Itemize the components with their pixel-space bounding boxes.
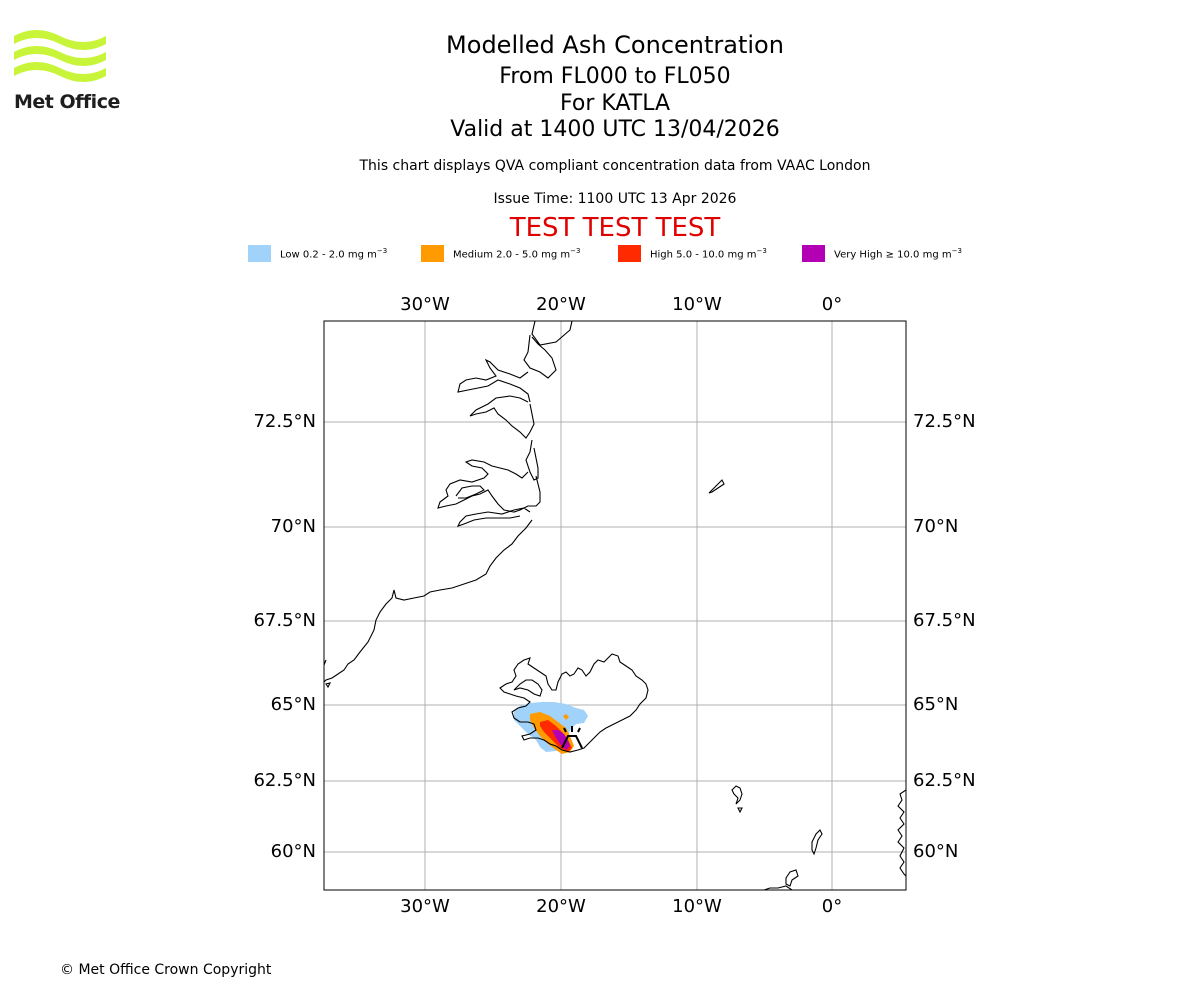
iceland-coastline xyxy=(499,653,649,753)
qva-note: This chart displays QVA compliant concen… xyxy=(359,158,871,174)
volcano-name: For KATLA xyxy=(560,91,670,116)
lat-label-left-62-5n: 62.5°N xyxy=(253,770,316,791)
legend-label-medium: Medium 2.0 - 5.0 mg m−3 xyxy=(453,247,581,261)
lon-label-top-10w: 10°W xyxy=(672,294,722,315)
greenland-coastline xyxy=(324,321,573,689)
legend-swatch-very-high xyxy=(802,245,825,262)
copyright-notice: © Met Office Crown Copyright xyxy=(60,962,272,978)
lat-label-right-62-5n: 62.5°N xyxy=(913,770,976,791)
lon-label-bottom-10w: 10°W xyxy=(672,896,722,917)
met-office-logo-icon xyxy=(14,30,106,82)
legend-label-high: High 5.0 - 10.0 mg m−3 xyxy=(650,247,767,261)
lat-label-right-67-5n: 67.5°N xyxy=(913,610,976,631)
legend-swatch-high xyxy=(618,245,641,262)
legend-swatch-low xyxy=(248,245,271,262)
faroe-islands-coastline xyxy=(731,785,743,814)
lon-label-top-20w: 20°W xyxy=(536,294,586,315)
lat-label-left-72-5n: 72.5°N xyxy=(253,411,316,432)
valid-time: Valid at 1400 UTC 13/04/2026 xyxy=(450,117,780,142)
lon-label-top-30w: 30°W xyxy=(400,294,450,315)
lat-label-right-70n: 70°N xyxy=(913,516,958,537)
lon-label-bottom-20w: 20°W xyxy=(536,896,586,917)
ash-very-high-area xyxy=(552,730,570,750)
map-frame xyxy=(323,320,907,891)
legend-label-low: Low 0.2 - 2.0 mg m−3 xyxy=(280,247,388,261)
lat-label-left-65n: 65°N xyxy=(271,694,316,715)
flight-level-range: From FL000 to FL050 xyxy=(499,64,731,89)
legend-label-very-high: Very High ≥ 10.0 mg m−3 xyxy=(834,247,962,261)
lon-label-top-0: 0° xyxy=(822,294,842,315)
map-gridlines xyxy=(324,321,906,890)
test-banner: TEST TEST TEST xyxy=(509,213,721,243)
scotland-coastline xyxy=(763,885,793,890)
lon-label-bottom-0: 0° xyxy=(822,896,842,917)
lat-label-right-65n: 65°N xyxy=(913,694,958,715)
lat-label-left-70n: 70°N xyxy=(271,516,316,537)
jan-mayen-coastline xyxy=(708,479,725,494)
lat-label-right-72-5n: 72.5°N xyxy=(913,411,976,432)
lat-label-right-60n: 60°N xyxy=(913,841,958,862)
norway-coastline xyxy=(897,789,906,877)
chart-title: Modelled Ash Concentration xyxy=(446,31,784,59)
orkney-coastline xyxy=(785,869,799,887)
volcano-marker xyxy=(561,726,583,749)
legend-swatch-medium xyxy=(421,245,444,262)
lon-label-bottom-30w: 30°W xyxy=(400,896,450,917)
shetland-coastline xyxy=(811,829,823,856)
lat-label-left-67-5n: 67.5°N xyxy=(253,610,316,631)
lat-label-left-60n: 60°N xyxy=(271,841,316,862)
logo-text: Met Office xyxy=(14,91,120,113)
issue-time: Issue Time: 1100 UTC 13 Apr 2026 xyxy=(493,191,737,207)
